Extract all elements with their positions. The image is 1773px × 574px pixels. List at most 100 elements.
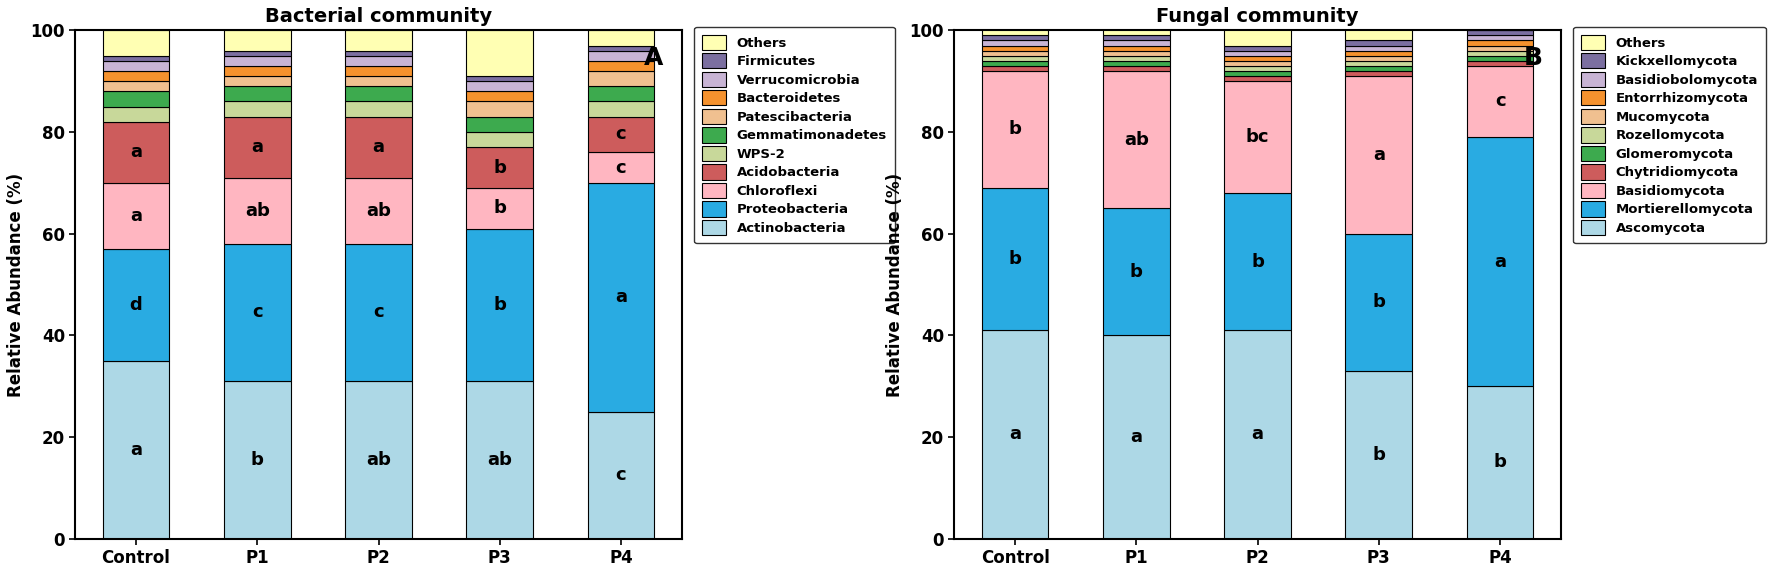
Bar	[346, 102, 411, 117]
Text: a: a	[615, 288, 628, 306]
Bar	[1103, 66, 1170, 71]
Bar	[346, 244, 411, 381]
Bar	[1103, 51, 1170, 56]
Bar	[1103, 0, 1170, 36]
Bar	[1466, 56, 1534, 61]
Bar	[346, 381, 411, 538]
Bar	[1103, 208, 1170, 335]
Bar	[1103, 61, 1170, 66]
Bar	[587, 152, 654, 183]
Bar	[1466, 51, 1534, 56]
Bar	[1346, 0, 1411, 40]
Bar	[587, 30, 654, 45]
Bar	[346, 117, 411, 178]
Bar	[223, 66, 291, 76]
Bar	[223, 117, 291, 178]
Text: ab: ab	[488, 451, 512, 469]
Bar	[1346, 71, 1411, 76]
Text: a: a	[1252, 425, 1264, 444]
Bar	[346, 86, 411, 102]
Text: c: c	[615, 126, 626, 144]
Bar	[1223, 51, 1291, 56]
Bar	[1346, 234, 1411, 371]
Text: b: b	[1372, 446, 1385, 464]
Bar	[103, 71, 170, 81]
Bar	[466, 81, 534, 91]
Bar	[466, 147, 534, 188]
Bar	[346, 51, 411, 56]
Text: c: c	[615, 466, 626, 484]
Legend: Others, Firmicutes, Verrucomicrobia, Bacteroidetes, Patescibacteria, Gemmatimona: Others, Firmicutes, Verrucomicrobia, Bac…	[695, 27, 895, 243]
Bar	[1103, 36, 1170, 40]
Bar	[103, 360, 170, 538]
Bar	[1466, 45, 1534, 51]
Bar	[587, 45, 654, 51]
Text: a: a	[1009, 425, 1021, 444]
Y-axis label: Relative Abundance (%): Relative Abundance (%)	[7, 172, 25, 397]
Text: c: c	[252, 304, 262, 321]
Bar	[466, 188, 534, 228]
Bar	[1103, 71, 1170, 208]
Bar	[1466, 40, 1534, 45]
Text: ab: ab	[1124, 130, 1149, 149]
Text: a: a	[1495, 253, 1505, 270]
Bar	[223, 178, 291, 244]
Text: ab: ab	[245, 201, 269, 220]
Bar	[1223, 66, 1291, 71]
Bar	[1223, 330, 1291, 538]
Bar	[103, 249, 170, 360]
Bar	[982, 0, 1048, 36]
Text: b: b	[1372, 293, 1385, 311]
Text: b: b	[1009, 121, 1021, 138]
Bar	[1346, 76, 1411, 234]
Bar	[982, 40, 1048, 45]
Bar	[223, 56, 291, 66]
Text: b: b	[1129, 263, 1144, 281]
Text: a: a	[129, 207, 142, 225]
Text: b: b	[493, 199, 507, 217]
Bar	[587, 61, 654, 71]
Bar	[103, 56, 170, 61]
Bar	[103, 122, 170, 183]
Bar	[587, 86, 654, 102]
Bar	[1223, 45, 1291, 51]
Bar	[466, 102, 534, 117]
Bar	[1103, 335, 1170, 538]
Bar	[466, 381, 534, 538]
Text: a: a	[1131, 428, 1142, 446]
Bar	[982, 45, 1048, 51]
Bar	[466, 76, 534, 81]
Bar	[1466, 30, 1534, 36]
Bar	[1223, 81, 1291, 193]
Text: d: d	[129, 296, 142, 314]
Bar	[1223, 71, 1291, 76]
Bar	[466, 91, 534, 102]
Bar	[466, 228, 534, 381]
Bar	[587, 117, 654, 152]
Text: a: a	[129, 144, 142, 161]
Bar	[587, 183, 654, 412]
Bar	[1466, 386, 1534, 538]
Text: c: c	[1495, 92, 1505, 110]
Bar	[346, 30, 411, 51]
Bar	[587, 51, 654, 61]
Text: b: b	[493, 158, 507, 177]
Text: b: b	[1009, 250, 1021, 268]
Text: a: a	[1372, 146, 1385, 164]
Bar	[466, 132, 534, 147]
Bar	[1346, 40, 1411, 45]
Bar	[223, 76, 291, 86]
Bar	[982, 330, 1048, 538]
Bar	[466, 117, 534, 132]
Y-axis label: Relative Abundance (%): Relative Abundance (%)	[886, 172, 904, 397]
Bar	[103, 107, 170, 122]
Bar	[1223, 61, 1291, 66]
Title: Fungal community: Fungal community	[1156, 7, 1358, 26]
Bar	[223, 244, 291, 381]
Bar	[1223, 76, 1291, 81]
Bar	[1346, 56, 1411, 61]
Bar	[1346, 51, 1411, 56]
Text: c: c	[374, 304, 383, 321]
Bar	[103, 91, 170, 107]
Bar	[103, 183, 170, 249]
